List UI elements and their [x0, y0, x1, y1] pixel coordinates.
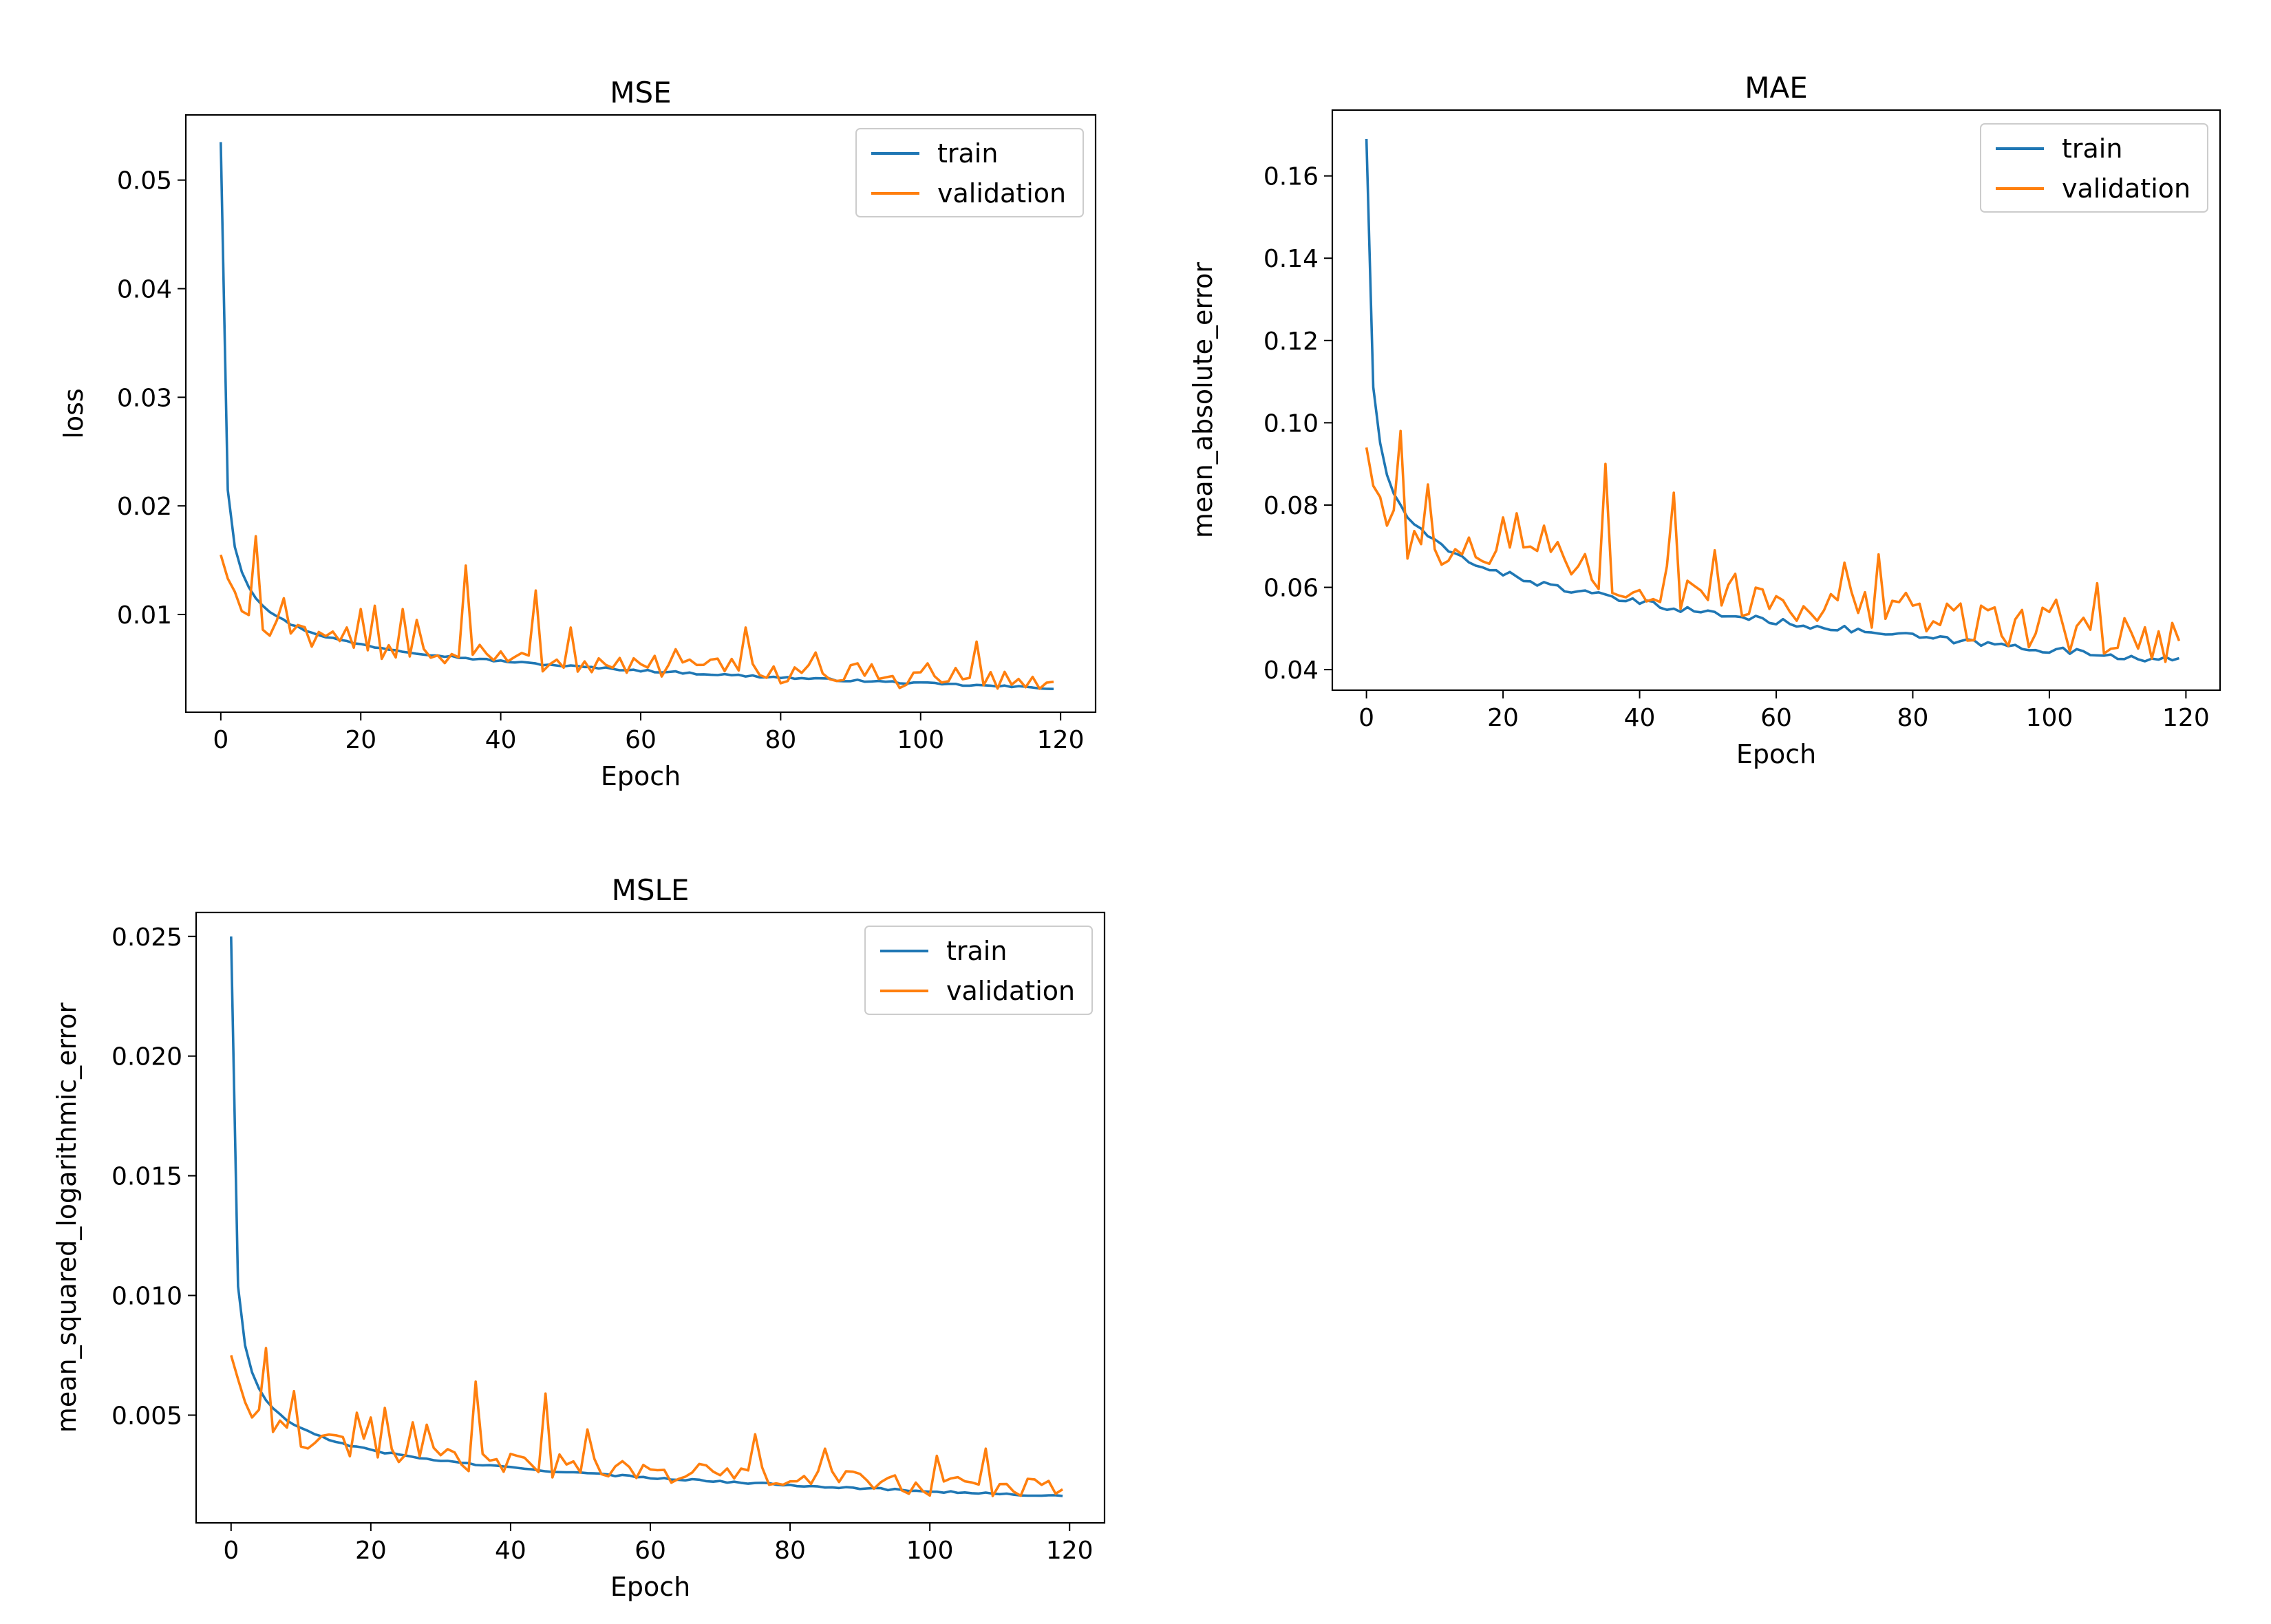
x-tick-label: 100 — [906, 1537, 954, 1565]
x-tick-label: 120 — [1037, 726, 1085, 754]
x-tick-label: 80 — [1897, 704, 1929, 732]
x-tick-label: 0 — [213, 726, 228, 754]
x-tick-label: 60 — [1760, 704, 1792, 732]
y-tick-label: 0.12 — [1264, 328, 1319, 356]
series-line-validation — [230, 1347, 1064, 1497]
series-line-validation — [220, 535, 1054, 690]
x-axis-label: Epoch — [601, 761, 681, 791]
y-tick-label: 0.020 — [111, 1043, 182, 1071]
y-tick-label: 0.005 — [111, 1402, 182, 1430]
series-line-train — [1365, 138, 2180, 663]
x-tick-label: 80 — [774, 1537, 806, 1565]
series-line-validation — [1365, 429, 2181, 663]
legend-label-validation: validation — [946, 976, 1075, 1006]
x-tick-label: 80 — [765, 726, 796, 754]
chart-title: MSE — [610, 76, 671, 109]
x-axis-label: Epoch — [1736, 739, 1816, 769]
x-tick-label: 100 — [897, 726, 944, 754]
x-tick-label: 120 — [1046, 1537, 1094, 1565]
y-tick-label: 0.02 — [117, 493, 172, 521]
y-tick-label: 0.06 — [1264, 575, 1319, 603]
x-tick-label: 0 — [223, 1537, 239, 1565]
y-tick-label: 0.14 — [1264, 245, 1319, 273]
legend-label-train: train — [2062, 133, 2122, 164]
y-tick-label: 0.04 — [117, 276, 172, 304]
legend-label-validation: validation — [2062, 173, 2190, 204]
x-tick-label: 60 — [635, 1537, 666, 1565]
y-tick-label: 0.025 — [111, 923, 182, 952]
x-tick-label: 60 — [625, 726, 657, 754]
chart-panel-msle: MSLE 0 20 40 60 80 100 120 0.005 0.010 0.015 0.020 0… — [52, 873, 1106, 1602]
x-tick-label: 40 — [1624, 704, 1656, 732]
chart-title: MSLE — [612, 873, 690, 907]
x-tick-label: 20 — [1487, 704, 1519, 732]
chart-panel-mse: MSE 0 20 40 60 80 100 120 0.01 0.02 0.03 0.04 0.05 Ep… — [58, 76, 1097, 791]
series-line-train — [230, 936, 1063, 1497]
y-axis-label: mean_squared_logarithmic_error — [52, 1003, 82, 1433]
x-tick-label: 0 — [1358, 704, 1374, 732]
x-tick-label: 120 — [2162, 704, 2210, 732]
y-tick-label: 0.04 — [1264, 656, 1319, 685]
y-axis-label: mean_absolute_error — [1188, 262, 1218, 539]
chart-title: MAE — [1745, 71, 1808, 105]
x-tick-label: 40 — [495, 1537, 526, 1565]
legend: train validation — [855, 128, 1084, 217]
series-line-train — [220, 142, 1054, 690]
x-axis-label: Epoch — [610, 1572, 690, 1602]
x-tick-label: 20 — [345, 726, 376, 754]
y-axis-label: loss — [58, 388, 89, 438]
y-tick-label: 0.01 — [117, 601, 172, 630]
series-group — [1365, 138, 2181, 663]
chart-panel-mae: MAE 0 20 40 60 80 100 120 0.04 0.06 0.08 0.10 0.12 0.… — [1188, 71, 2221, 769]
series-group — [230, 936, 1064, 1497]
x-tick-label: 40 — [485, 726, 517, 754]
y-tick-label: 0.015 — [111, 1163, 182, 1191]
y-tick-label: 0.10 — [1264, 409, 1319, 438]
legend-label-train: train — [937, 138, 998, 169]
legend: train validation — [864, 926, 1093, 1015]
legend-label-train: train — [946, 936, 1007, 966]
y-tick-label: 0.03 — [117, 384, 172, 412]
y-tick-label: 0.08 — [1264, 492, 1319, 520]
x-tick-label: 100 — [2026, 704, 2073, 732]
series-group — [220, 142, 1054, 690]
y-tick-label: 0.16 — [1264, 163, 1319, 191]
y-tick-label: 0.05 — [117, 167, 172, 195]
legend: train validation — [1980, 123, 2208, 213]
y-tick-label: 0.010 — [111, 1283, 182, 1311]
legend-label-validation: validation — [937, 178, 1066, 209]
x-tick-label: 20 — [355, 1537, 387, 1565]
